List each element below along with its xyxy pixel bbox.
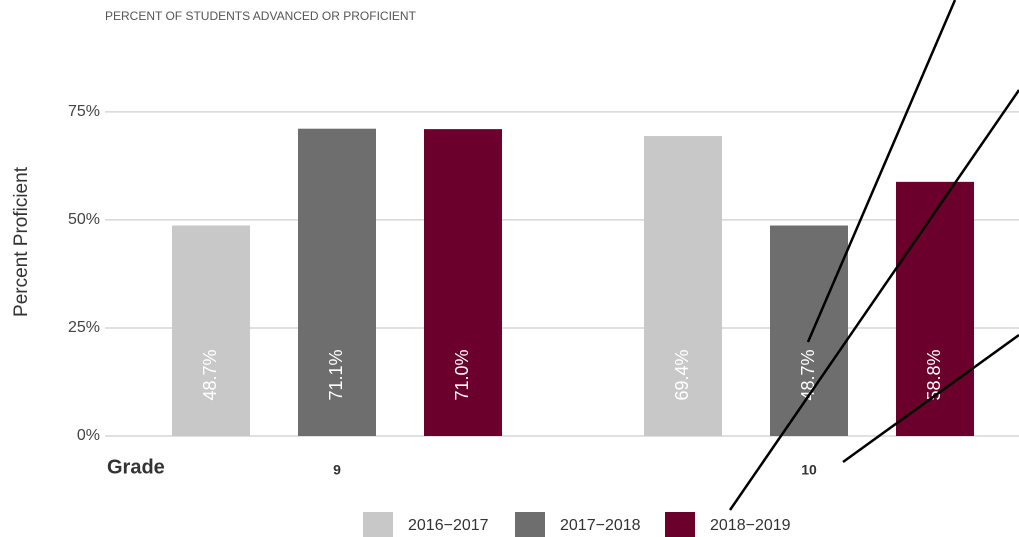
value-label: 48.7% [798,349,818,400]
y-tick-label: 75% [68,103,100,120]
chart-subtitle: PERCENT OF STUDENTS ADVANCED OR PROFICIE… [105,9,417,23]
value-label: 71.1% [326,349,346,400]
value-label: 71.0% [452,349,472,400]
y-axis-label: Percent Proficient [11,166,32,317]
annotation-strokes [728,0,1019,511]
stroke [806,0,957,343]
y-tick-label: 25% [68,319,100,336]
legend-swatch [515,512,545,537]
stroke [842,333,1019,464]
value-label: 58.8% [924,349,944,400]
bar [172,225,250,436]
plot: 0% 25% 50% 75% 9 48.7% 71.1% 71.0% 10 69.4% 48.7% 5… [68,103,1019,537]
x-tick-label: 10 [801,462,817,478]
y-tick-label: 0% [77,427,100,444]
value-label: 48.7% [200,349,220,400]
bar [644,136,722,436]
bar [770,225,848,436]
legend-label: 2017−2018 [560,517,641,534]
y-tick-label: 50% [68,211,100,228]
x-tick-label: 9 [333,462,341,478]
value-label: 69.4% [672,349,692,400]
x-axis-label: Grade [107,456,165,478]
legend-swatch [665,512,695,537]
bar [896,181,974,436]
legend-swatch [363,512,393,537]
legend-label: 2018−2019 [710,517,791,534]
bar [298,128,376,436]
bar [424,129,502,436]
legend-label: 2016−2017 [408,517,489,534]
stroke [728,89,1019,511]
